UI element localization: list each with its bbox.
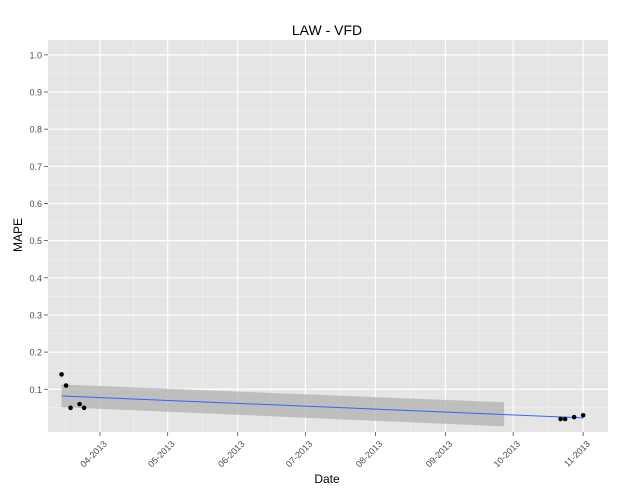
trend-line <box>61 395 584 419</box>
data-point <box>562 416 568 422</box>
data-point <box>580 412 586 418</box>
data-point <box>68 405 73 411</box>
y-tick-label: 0.4 <box>29 273 42 283</box>
trend-line-group <box>61 395 584 419</box>
plot-panel <box>48 40 608 432</box>
y-tick-label: 0.5 <box>29 236 42 246</box>
y-tick-label: 1.0 <box>29 50 42 60</box>
data-point <box>63 383 69 388</box>
y-tick-label: 0.8 <box>29 125 42 135</box>
y-tick-label: 0.1 <box>29 385 42 395</box>
y-tick-label: 0.6 <box>29 199 42 209</box>
data-point <box>558 416 563 422</box>
x-axis-title: Date <box>314 472 340 486</box>
grid-lines <box>48 40 608 432</box>
data-points <box>59 372 586 422</box>
data-point <box>77 401 82 407</box>
y-axis-title: MAPE <box>11 218 25 252</box>
data-point <box>571 414 577 420</box>
data-point <box>59 372 64 377</box>
chart-title: LAW - VFD <box>292 22 362 38</box>
data-point <box>81 405 87 411</box>
y-tick-label: 0.9 <box>29 88 42 98</box>
y-tick-label: 0.3 <box>29 310 42 320</box>
y-tick-label: 0.7 <box>29 162 42 172</box>
y-tick-label: 0.2 <box>29 348 42 358</box>
